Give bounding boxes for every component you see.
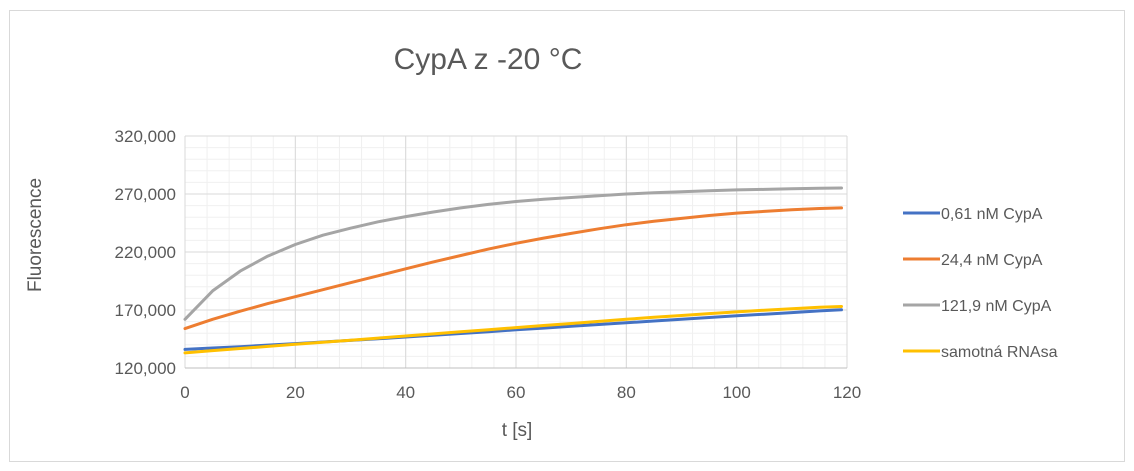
series-line	[183, 308, 843, 351]
chart-title: CypA z -20 °C	[394, 43, 583, 76]
chart-area: CypA z -20 °C 0 20 40 60 80 100 120 120,000 170,…	[9, 10, 1125, 462]
x-tick-label: 100	[722, 383, 750, 402]
series-lines	[183, 186, 843, 355]
x-tick-label: 40	[396, 383, 415, 402]
x-tick-label: 80	[617, 383, 636, 402]
x-tick-label: 60	[507, 383, 526, 402]
x-axis-label: t [s]	[502, 420, 533, 441]
y-tick-label: 220,000	[115, 243, 176, 262]
legend-entry: 0,61 nM CypA	[941, 206, 1043, 223]
legend-entry: 24,4 nM CypA	[941, 252, 1043, 269]
series-line	[183, 186, 843, 321]
y-tick-label: 270,000	[115, 185, 176, 204]
series-line	[183, 206, 843, 331]
axis-ticks: 0 20 40 60 80 100 120 120,000 170,000 220,000 270,…	[115, 127, 862, 402]
grid	[184, 135, 848, 369]
y-tick-label: 120,000	[115, 359, 176, 378]
series-line	[183, 305, 843, 355]
x-tick-label: 0	[180, 383, 189, 402]
x-tick-label: 120	[833, 383, 861, 402]
y-tick-label: 170,000	[115, 301, 176, 320]
legend-entry: 121,9 nM CypA	[941, 298, 1052, 315]
legend: 0,61 nM CypA 24,4 nM CypA 121,9 nM CypA sam…	[903, 206, 1058, 361]
y-tick-label: 320,000	[115, 127, 176, 146]
line-chart: CypA z -20 °C 0 20 40 60 80 100 120 120,000 170,…	[25, 43, 1058, 441]
legend-entry: samotná RNAsa	[941, 344, 1058, 361]
y-axis-label: Fluorescence	[25, 178, 46, 292]
x-tick-label: 20	[286, 383, 305, 402]
